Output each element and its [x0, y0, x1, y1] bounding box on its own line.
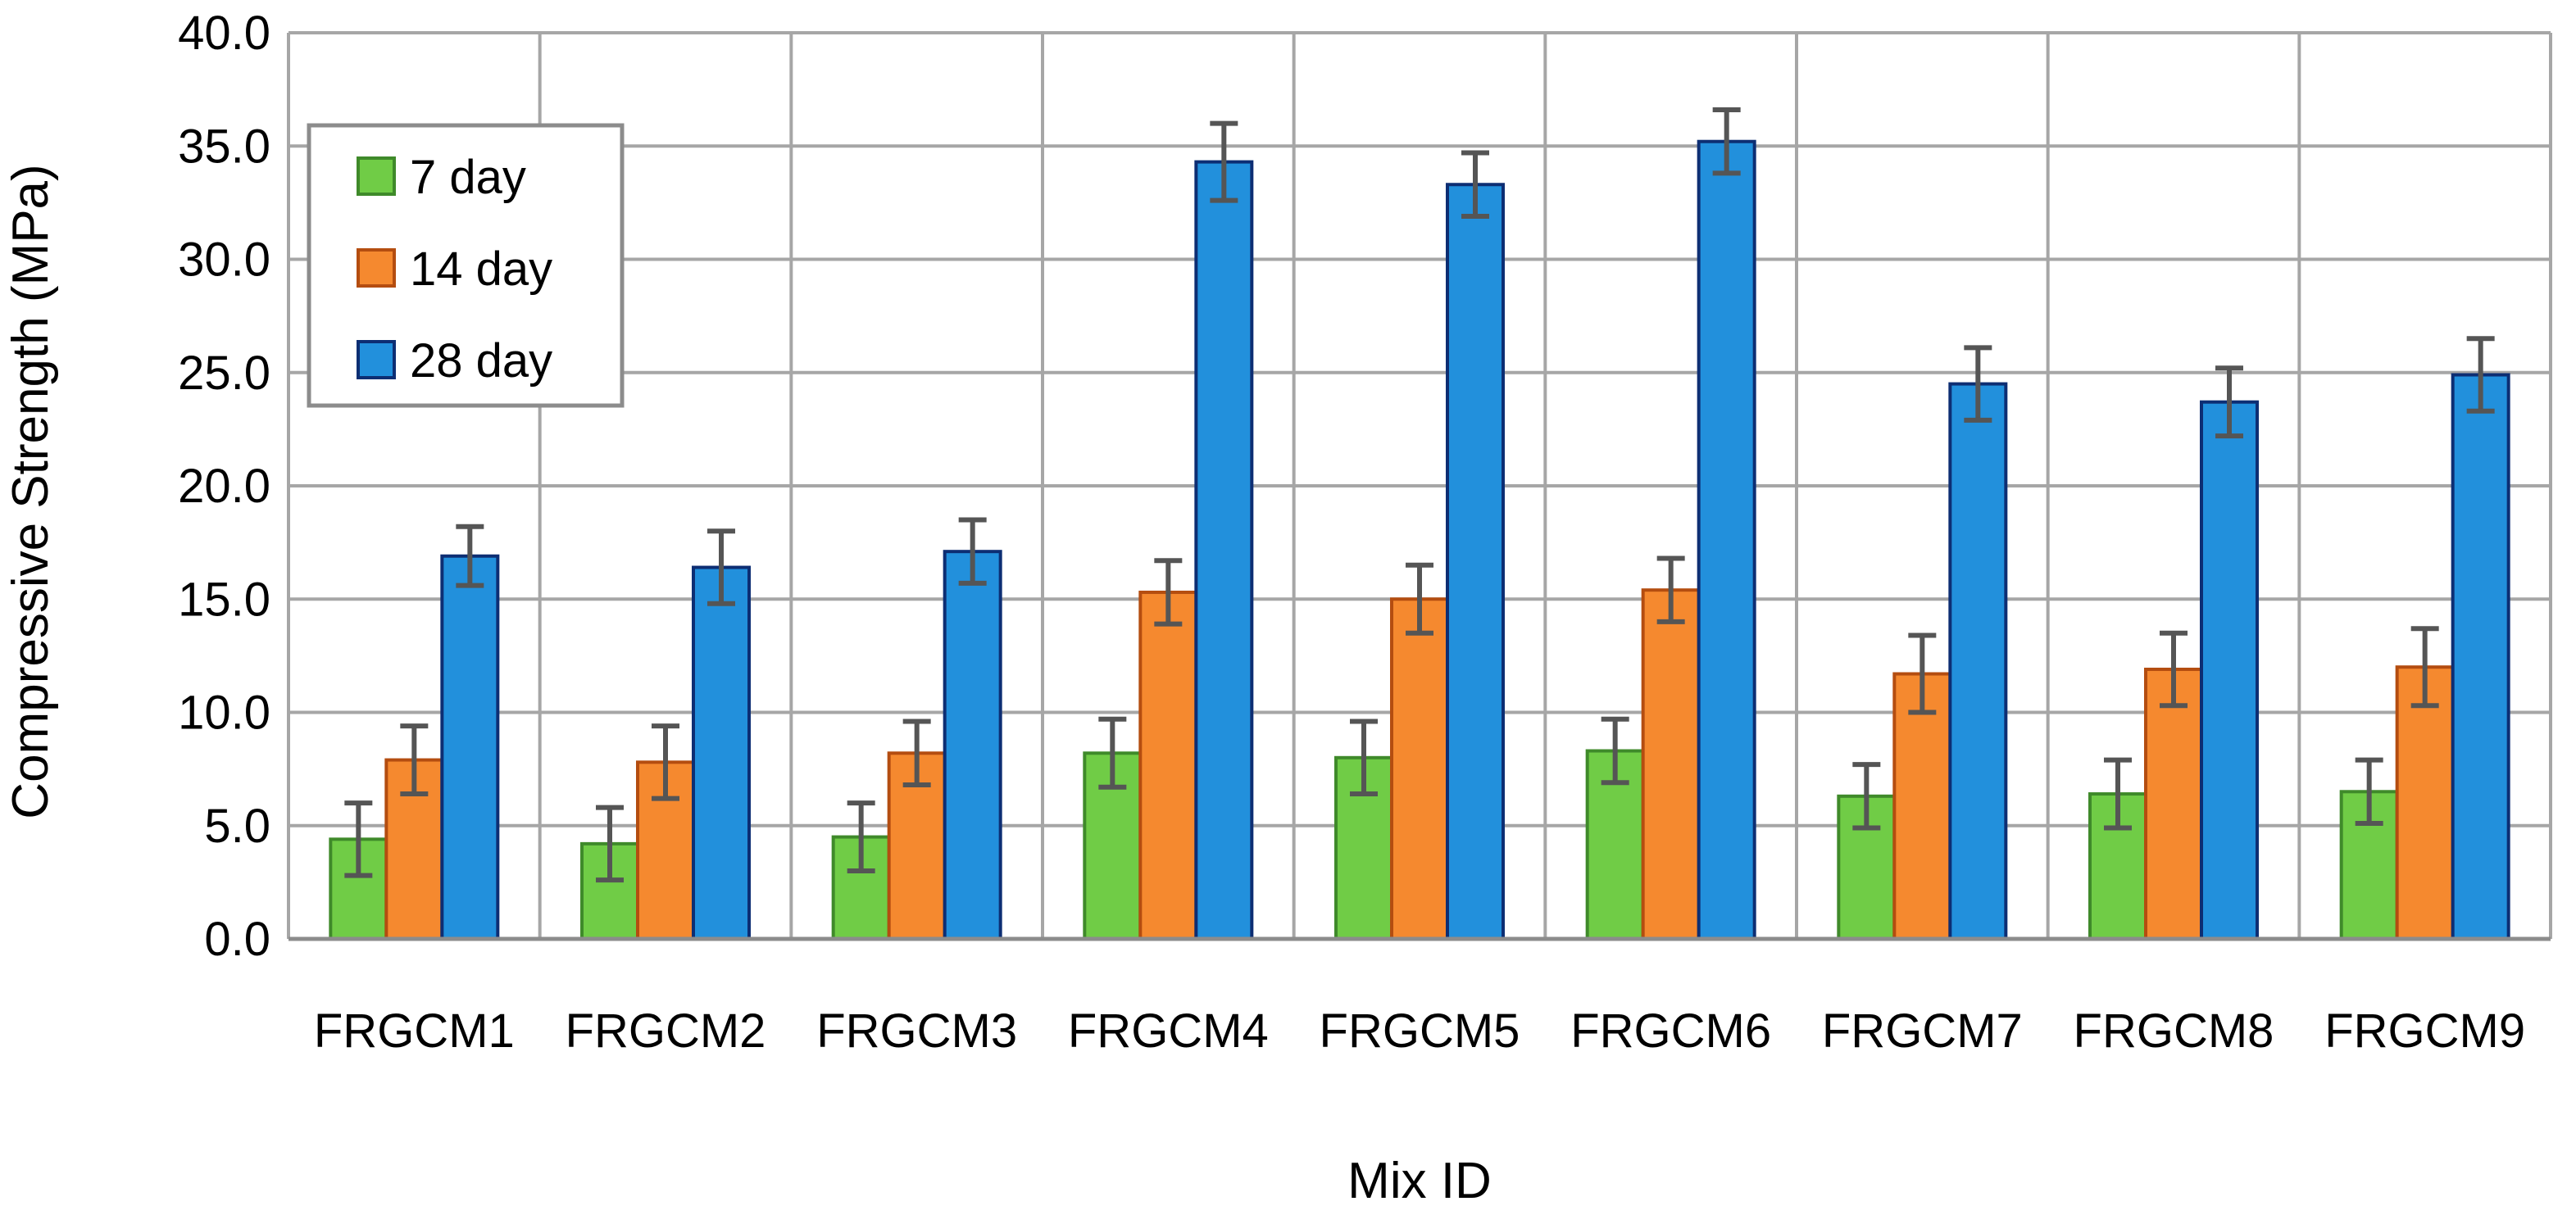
error-bar — [1098, 716, 1127, 790]
error-bar — [1210, 120, 1238, 203]
y-tick-label: 25.0 — [178, 347, 270, 400]
error-bar — [1154, 558, 1183, 627]
bars — [329, 139, 2510, 941]
error-bar — [2355, 757, 2383, 826]
x-tick-label: FRGCM3 — [816, 1004, 1017, 1058]
y-tick-label: 5.0 — [204, 800, 270, 853]
bar-28-day-FRGCM9 — [2451, 373, 2510, 941]
error-bar — [1406, 562, 1433, 636]
error-bar — [1350, 719, 1378, 797]
bar-28-day-FRGCM1 — [440, 554, 500, 941]
x-tick-labels: FRGCM1 FRGCM2 FRGCM3 FRGCM4 FRGCM5 FRGCM6 FRGC… — [314, 1004, 2525, 1058]
legend-swatch — [357, 248, 396, 288]
y-tick-label: 35.0 — [178, 120, 270, 173]
legend-label: 14 day — [410, 243, 552, 296]
x-axis-title: Mix ID — [1347, 1153, 1492, 1209]
x-tick-label: FRGCM8 — [2074, 1004, 2274, 1058]
y-tick-labels: 0.0 5.0 10.0 15.0 20.0 25.0 30.0 35.0 40.0 — [178, 7, 270, 966]
y-axis-title: Compressive Strength (MPa) — [2, 164, 59, 818]
error-bar — [400, 723, 429, 797]
error-bar — [847, 800, 875, 874]
error-bar — [707, 528, 735, 606]
error-bar — [1656, 555, 1685, 624]
bar-28-day-FRGCM4 — [1194, 160, 1254, 941]
bar-14-day-FRGCM6 — [1641, 588, 1701, 941]
error-bar — [2160, 630, 2188, 709]
error-bar — [344, 800, 373, 878]
error-bar — [1712, 107, 1741, 176]
bar-28-day-FRGCM3 — [943, 550, 1002, 941]
x-tick-label: FRGCM7 — [1822, 1004, 2023, 1058]
x-tick-label: FRGCM2 — [566, 1004, 766, 1058]
x-tick-label: FRGCM1 — [314, 1004, 515, 1058]
error-bar — [596, 805, 624, 883]
bar-14-day-FRGCM8 — [2144, 667, 2203, 941]
bar-28-day-FRGCM5 — [1446, 183, 1505, 941]
error-bar — [2215, 365, 2243, 439]
x-tick-label: FRGCM5 — [1320, 1004, 1520, 1058]
y-tick-label: 40.0 — [178, 7, 270, 60]
legend-swatch — [357, 340, 396, 379]
error-bar — [456, 524, 484, 588]
y-tick-label: 10.0 — [178, 687, 270, 740]
x-tick-label: FRGCM6 — [1570, 1004, 1771, 1058]
x-tick-label: FRGCM4 — [1068, 1004, 1269, 1058]
error-bar — [2466, 336, 2495, 414]
y-tick-label: 15.0 — [178, 573, 270, 626]
bar-28-day-FRGCM6 — [1697, 139, 1756, 941]
error-bar — [652, 723, 679, 801]
bar-14-day-FRGCM4 — [1138, 590, 1198, 941]
legend-label: 28 day — [410, 334, 552, 388]
legend: 7 day 14 day 28 day — [307, 123, 625, 408]
error-bar — [1601, 716, 1629, 786]
legend-label: 7 day — [410, 151, 526, 204]
bar-28-day-FRGCM8 — [2200, 400, 2259, 941]
error-bar — [1852, 762, 1881, 831]
error-bars — [344, 107, 2495, 883]
bar-28-day-FRGCM2 — [692, 565, 751, 941]
error-bar — [958, 517, 987, 586]
y-tick-label: 0.0 — [204, 913, 270, 966]
legend-swatch — [357, 156, 396, 196]
error-bar — [1461, 150, 1489, 219]
error-bar — [2410, 626, 2439, 709]
bar-28-day-FRGCM7 — [1948, 382, 2008, 941]
y-tick-label: 30.0 — [178, 233, 270, 287]
error-bar — [1908, 632, 1937, 715]
y-tick-label: 20.0 — [178, 460, 270, 513]
error-bar — [1964, 345, 1992, 423]
gridlines — [287, 31, 2552, 939]
error-bar — [902, 719, 931, 787]
error-bar — [2104, 757, 2132, 831]
x-tick-label: FRGCM9 — [2324, 1004, 2525, 1058]
bar-14-day-FRGCM5 — [1390, 597, 1449, 941]
